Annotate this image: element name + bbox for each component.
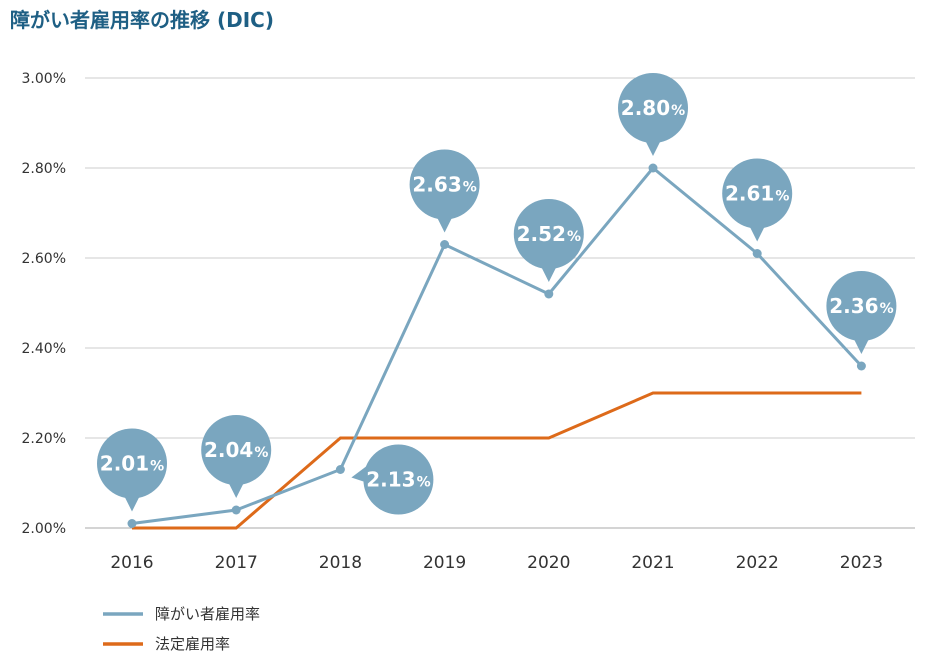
data-point	[648, 163, 658, 173]
legend-label: 障がい者雇用率	[155, 605, 260, 623]
data-point	[231, 505, 241, 515]
legend-label: 法定雇用率	[155, 635, 230, 653]
data-label: 2.36%	[829, 294, 893, 318]
bubble-tail	[852, 336, 871, 354]
bubble-shape	[513, 199, 584, 269]
bubble-shape	[363, 444, 434, 515]
bubble-shape	[409, 149, 480, 220]
bubble-tail	[227, 480, 246, 498]
data-point	[335, 465, 345, 474]
x-tick-label: 2022	[736, 553, 779, 573]
data-label-bubble: 2.04%	[201, 415, 272, 498]
data-point	[440, 240, 450, 249]
data-label-bubble: 2.01%	[97, 428, 167, 512]
data-label-bubble: 2.80%	[618, 73, 688, 156]
data-label: 2.61%	[725, 182, 789, 206]
x-tick-label: 2021	[631, 553, 674, 573]
bubble-tail	[748, 223, 767, 242]
y-tick-label: 3.00%	[22, 71, 66, 87]
bubble-tail	[644, 138, 662, 156]
data-label: 2.52%	[517, 222, 581, 246]
data-point	[127, 519, 137, 528]
data-point	[752, 249, 762, 258]
y-tick-label: 2.20%	[22, 431, 66, 447]
bubble-shape	[618, 73, 688, 143]
data-label-bubble: 2.36%	[826, 271, 897, 354]
bubble-shape	[97, 428, 167, 499]
y-tick-label: 2.80%	[22, 161, 66, 177]
data-label: 2.80%	[621, 96, 685, 120]
data-label-bubble: 2.52%	[513, 199, 584, 282]
data-label-bubble: 2.63%	[409, 149, 480, 233]
x-tick-label: 2016	[110, 553, 153, 573]
legend-item: 法定雇用率	[103, 635, 230, 653]
series-line-legal-rate	[132, 391, 862, 530]
data-label: 2.63%	[412, 173, 476, 197]
bubble-shape	[826, 271, 897, 341]
bubble-tail	[123, 493, 141, 512]
series-line-employment-rate	[131, 165, 863, 525]
data-label: 2.04%	[204, 438, 268, 462]
x-tick-label: 2019	[423, 553, 466, 573]
x-tick-label: 2018	[319, 553, 362, 573]
x-tick-label: 2023	[840, 553, 883, 573]
x-tick-label: 2020	[527, 553, 570, 573]
data-point	[856, 361, 866, 371]
legend-item: 障がい者雇用率	[103, 605, 260, 623]
bubble-tail	[351, 465, 370, 484]
y-axis: 2.00% 2.20% 2.40% 2.60% 2.80% 3.00%	[22, 71, 66, 537]
data-label-bubbles: 2.01% 2.04% 2.13% 2.63% 2.52% 2.80% 2.61% 2.36%	[97, 73, 897, 515]
y-tick-label: 2.40%	[22, 341, 66, 357]
x-tick-label: 2017	[215, 553, 258, 573]
bubble-shape	[201, 415, 272, 485]
data-point	[544, 289, 554, 299]
y-tick-label: 2.00%	[22, 521, 66, 537]
data-label-bubble: 2.13%	[351, 444, 434, 515]
bubble-shape	[722, 158, 793, 229]
x-axis: 2016 2017 2018 2019 2020 2021 2022 2023	[110, 553, 883, 573]
y-tick-label: 2.60%	[22, 251, 66, 267]
data-label: 2.01%	[100, 452, 164, 476]
bubble-tail	[435, 214, 454, 233]
plot-area	[127, 163, 866, 530]
bubble-tail	[539, 264, 558, 282]
data-label-bubble: 2.61%	[722, 158, 793, 242]
data-label: 2.13%	[366, 468, 430, 492]
chart-title: 障がい者雇用率の推移 (DIC)	[10, 8, 274, 32]
